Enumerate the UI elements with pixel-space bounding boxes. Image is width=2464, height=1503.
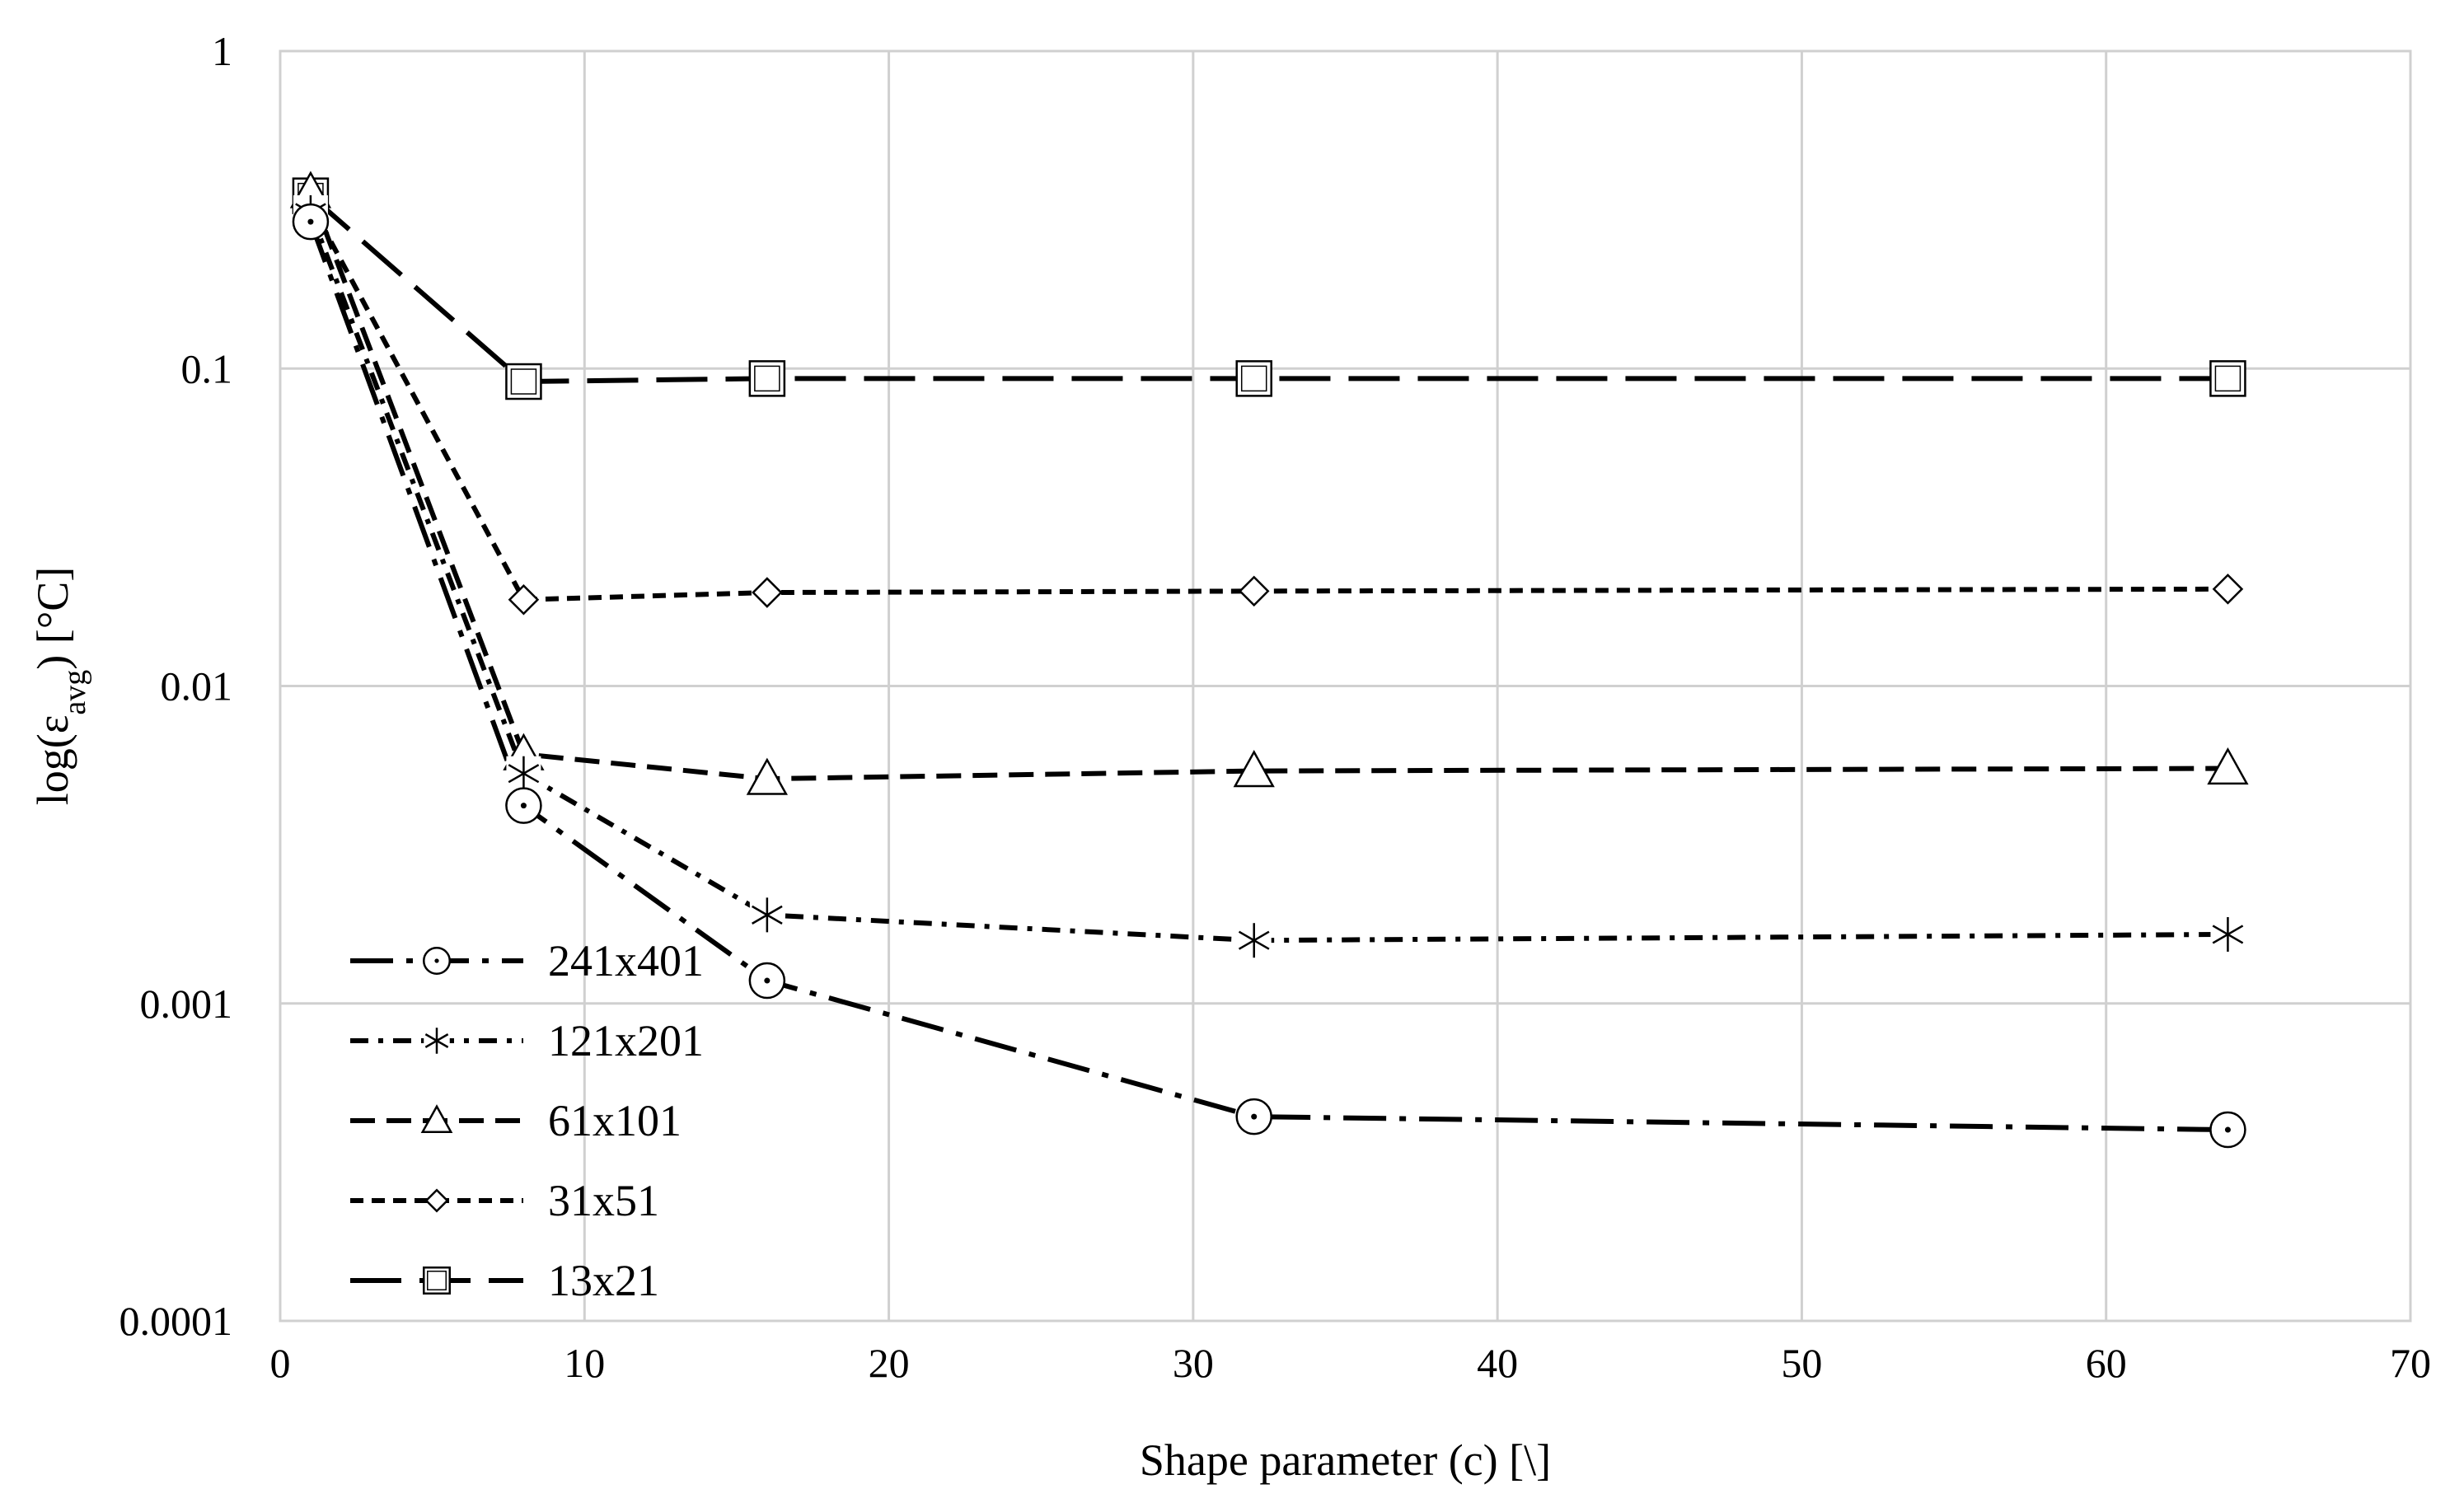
data-point-13x21 [1235, 360, 1272, 397]
legend: 241x401 121x201 61x101 31x51 13x21 [350, 936, 704, 1305]
legend-item: 241x401 [350, 936, 704, 986]
data-point-13x21 [2209, 360, 2246, 397]
legend-item: 31x51 [350, 1176, 659, 1225]
data-point-121x201 [1236, 923, 1272, 958]
data-point-31x51 [508, 584, 540, 616]
data-point-13x21 [505, 363, 542, 400]
legend-label: 31x51 [548, 1176, 659, 1225]
x-tick-label: 60 [2086, 1340, 2127, 1386]
data-point-13x21 [748, 360, 786, 397]
y-axis-title-main: log(ε [28, 715, 77, 806]
data-point-31x51 [2212, 574, 2244, 605]
y-axis-title-subscript: avg [58, 670, 92, 715]
series-lines [308, 190, 2228, 1133]
series-markers [289, 171, 2249, 1149]
legend-label: 241x401 [548, 936, 704, 986]
y-tick-label: 0.0001 [119, 1298, 233, 1344]
x-tick-label: 10 [564, 1340, 605, 1386]
legend-marker [423, 1267, 451, 1295]
series-line-61x101 [308, 190, 2228, 782]
data-point-31x51 [752, 577, 783, 608]
series-line-31x51 [308, 203, 2228, 602]
data-point-61x101 [2207, 747, 2249, 785]
data-point-121x201 [749, 897, 785, 933]
data-point-121x201 [2210, 916, 2246, 952]
y-axis-title: log(εavg) [°C] [28, 567, 92, 806]
series-line-241x401 [308, 221, 2228, 1133]
series-line-121x201 [308, 211, 2228, 943]
x-tick-label: 40 [1477, 1340, 1518, 1386]
x-tick-label: 70 [2390, 1340, 2431, 1386]
y-axis-title-tail: ) [°C] [28, 567, 77, 670]
legend-label: 13x21 [548, 1256, 659, 1305]
x-tick-label: 20 [869, 1340, 910, 1386]
series-line-13x21 [308, 194, 2228, 385]
x-axis-title: Shape parameter (c) [\] [1140, 1435, 1551, 1485]
legend-item: 61x101 [350, 1096, 682, 1145]
legend-item: 121x201 [350, 1016, 704, 1065]
y-tick-label: 0.1 [181, 345, 233, 391]
legend-label: 121x201 [548, 1016, 704, 1065]
x-tick-labels: 0 10 20 30 40 50 60 70 [270, 1340, 2432, 1386]
y-tick-label: 1 [212, 28, 232, 74]
legend-marker [424, 1028, 450, 1054]
data-point-121x201 [506, 756, 541, 791]
legend-marker [424, 1188, 449, 1213]
data-point-61x101 [746, 757, 788, 795]
legend-marker [423, 947, 451, 975]
y-tick-labels: 0.0001 0.001 0.01 0.1 1 [119, 28, 233, 1344]
data-point-31x51 [1238, 575, 1270, 607]
legend-label: 61x101 [548, 1096, 682, 1145]
data-point-241x401 [505, 787, 542, 824]
y-tick-label: 0.01 [161, 663, 233, 709]
legend-marker [420, 1104, 453, 1134]
y-tick-label: 0.001 [140, 981, 233, 1027]
x-tick-label: 30 [1173, 1340, 1214, 1386]
plot-area-border [279, 49, 2412, 1323]
data-point-241x401 [2209, 1111, 2246, 1149]
x-tick-label: 0 [270, 1340, 291, 1386]
legend-item: 13x21 [350, 1256, 659, 1305]
x-tick-label: 50 [1781, 1340, 1822, 1386]
data-point-61x101 [1233, 750, 1275, 788]
data-point-241x401 [292, 203, 330, 241]
data-point-241x401 [748, 962, 786, 1000]
data-point-241x401 [1235, 1098, 1272, 1135]
